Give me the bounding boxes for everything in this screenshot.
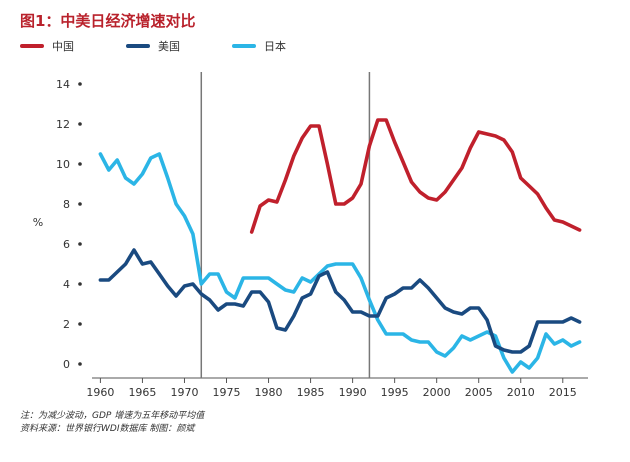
y-axis-label: % xyxy=(33,216,43,229)
legend-swatch-china xyxy=(20,44,44,48)
y-tick-label-2: 2 xyxy=(63,318,70,331)
x-tick-label-1975: 1975 xyxy=(213,386,241,399)
series-line-china xyxy=(249,118,582,234)
legend-item-us: 美国 xyxy=(126,38,180,54)
x-tick-label-2005: 2005 xyxy=(465,386,493,399)
series-layer xyxy=(98,118,582,374)
y-tick-mark-14 xyxy=(78,82,82,86)
y-tick-label-0: 0 xyxy=(63,358,70,371)
legend-item-china: 中国 xyxy=(20,38,74,54)
chart-title: 图1：中美日经济增速对比 xyxy=(20,12,196,30)
chart-legend: 中国 美国 日本 xyxy=(20,38,286,54)
legend-item-japan: 日本 xyxy=(232,38,286,54)
x-tick-label-2010: 2010 xyxy=(507,386,535,399)
footnote-source: 资料来源：世界银行WDI数据库 制图：颜斌 xyxy=(20,424,195,434)
y-tick-label-10: 10 xyxy=(56,158,70,171)
x-tick-label-1960: 1960 xyxy=(86,386,114,399)
legend-label-us: 美国 xyxy=(158,40,180,53)
series-line-us xyxy=(98,248,582,354)
y-tick-label-4: 4 xyxy=(63,278,70,291)
y-tick-mark-8 xyxy=(78,202,82,206)
series-line-japan xyxy=(98,152,582,374)
x-tick-label-1980: 1980 xyxy=(255,386,283,399)
legend-swatch-japan xyxy=(232,44,256,48)
y-tick-mark-4 xyxy=(78,282,82,286)
legend-label-china: 中国 xyxy=(52,40,74,53)
axes-layer: 0 2 4 6 8 10 12 14% 1960 1965 1970 1975 1980 1985 1990… xyxy=(33,78,588,399)
x-tick-label-1965: 1965 xyxy=(128,386,156,399)
footnote-method: 注：为减少波动，GDP 增速为五年移动平均值 xyxy=(20,411,205,421)
y-tick-label-6: 6 xyxy=(63,238,70,251)
reference-lines xyxy=(200,72,371,378)
y-tick-mark-0 xyxy=(78,362,82,366)
y-tick-mark-6 xyxy=(78,242,82,246)
y-tick-label-8: 8 xyxy=(63,198,70,211)
x-tick-label-1995: 1995 xyxy=(381,386,409,399)
y-tick-mark-12 xyxy=(78,122,82,126)
y-tick-mark-2 xyxy=(78,322,82,326)
legend-label-japan: 日本 xyxy=(264,40,286,53)
x-tick-label-1990: 1990 xyxy=(339,386,367,399)
x-tick-label-1985: 1985 xyxy=(297,386,325,399)
y-tick-mark-10 xyxy=(78,162,82,166)
x-tick-label-2000: 2000 xyxy=(423,386,451,399)
x-tick-label-1970: 1970 xyxy=(170,386,198,399)
y-tick-label-14: 14 xyxy=(56,78,70,91)
legend-swatch-us xyxy=(126,44,150,48)
y-tick-label-12: 12 xyxy=(56,118,70,131)
x-tick-label-2015: 2015 xyxy=(549,386,577,399)
